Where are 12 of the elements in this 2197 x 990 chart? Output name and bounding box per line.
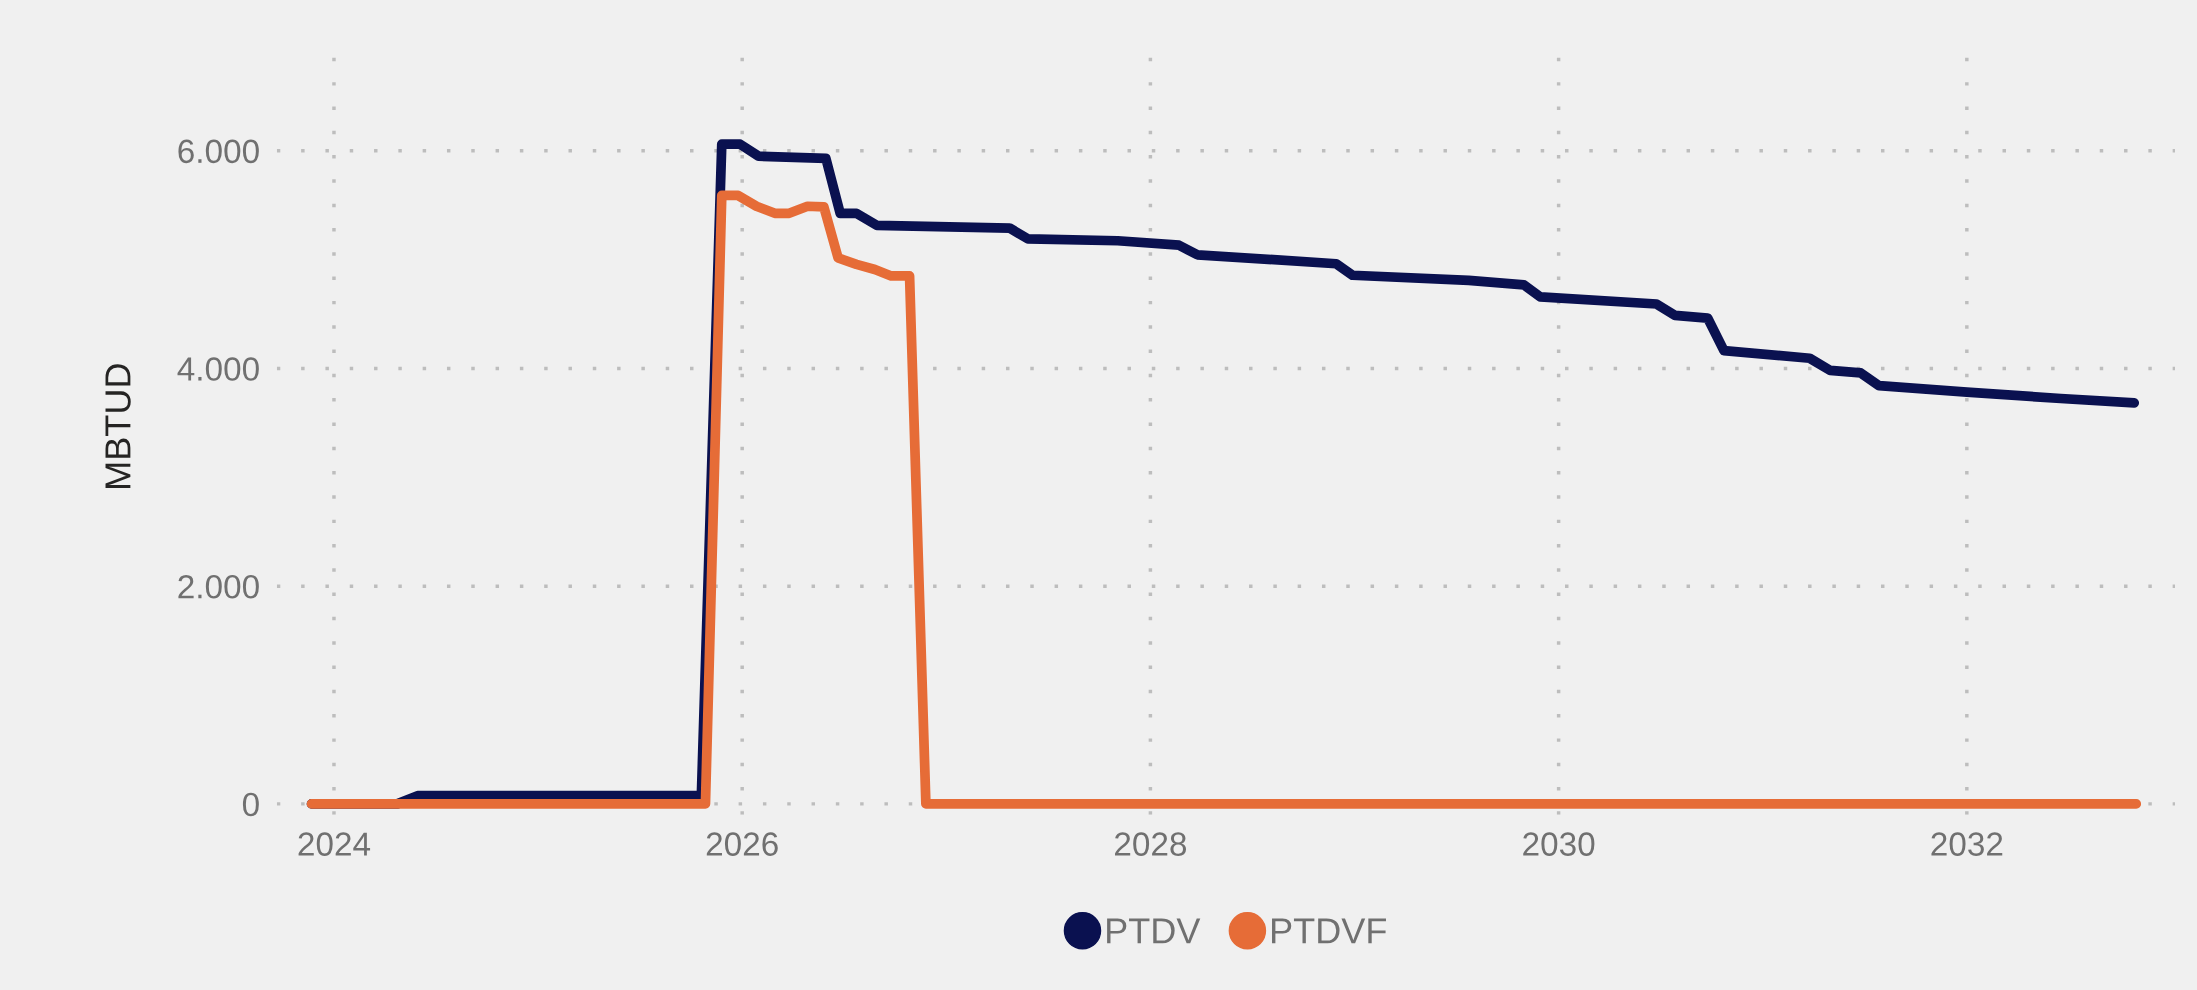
x-tick-label: 2026 [706, 832, 778, 856]
legend-label: PTDV [1107, 918, 1201, 944]
y-tick-label: 2.000 [178, 574, 259, 599]
y-tick-label: 0 [242, 792, 259, 817]
x-tick-label: 2024 [298, 832, 371, 856]
y-tick-label: 4.000 [177, 357, 259, 381]
x-tick-label: 2032 [1931, 832, 2003, 856]
x-tick-label: 2028 [1115, 832, 1187, 856]
y-axis-title: MBTUD [105, 364, 131, 488]
y-tick-label: 6.000 [178, 139, 259, 164]
legend-label: PTDVF [1272, 918, 1386, 944]
x-tick-label: 2030 [1523, 832, 1595, 856]
